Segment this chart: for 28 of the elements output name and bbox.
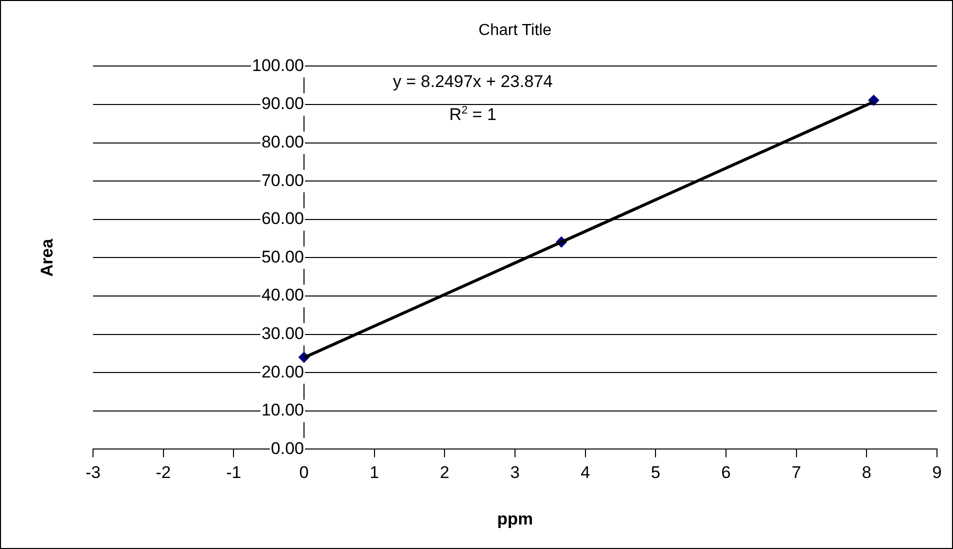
y-tick-label: 100.00 [252, 56, 304, 75]
x-tick-label: 9 [932, 463, 942, 482]
y-tick-label: 80.00 [261, 132, 304, 152]
x-tick-label: 0 [299, 463, 309, 482]
x-tick-label: 4 [580, 463, 590, 482]
x-axis-title: ppm [497, 509, 533, 528]
x-tick-label: 3 [510, 463, 520, 482]
annotation: y = 8.2497x + 23.874 [392, 72, 553, 92]
x-tick-label: 6 [721, 463, 731, 482]
y-tick-label: 50.00 [261, 247, 304, 266]
chart-title: Chart Title [478, 22, 552, 40]
x-tick-label: 7 [792, 463, 802, 482]
y-tick-label: 60.00 [261, 209, 304, 228]
y-tick-label: 30.00 [261, 324, 304, 343]
x-tick-label: -3 [85, 463, 101, 482]
y-tick-label: 70.00 [261, 170, 304, 190]
x-tick-label: 5 [650, 463, 660, 482]
y-tick-label: 10.00 [261, 400, 304, 420]
y-axis-title: Area [38, 238, 57, 277]
x-tick-label: 2 [440, 463, 450, 482]
y-tick-label: 20.00 [261, 362, 304, 382]
y-tick-label: 0.00 [270, 438, 304, 458]
y-tick-label: 40.00 [261, 286, 304, 305]
x-tick-label: -1 [226, 463, 242, 482]
x-tick-label: 1 [370, 463, 380, 482]
x-tick-label: 8 [862, 463, 872, 482]
y-tick-label: 90.00 [261, 94, 304, 114]
x-tick-label: -2 [156, 463, 171, 482]
